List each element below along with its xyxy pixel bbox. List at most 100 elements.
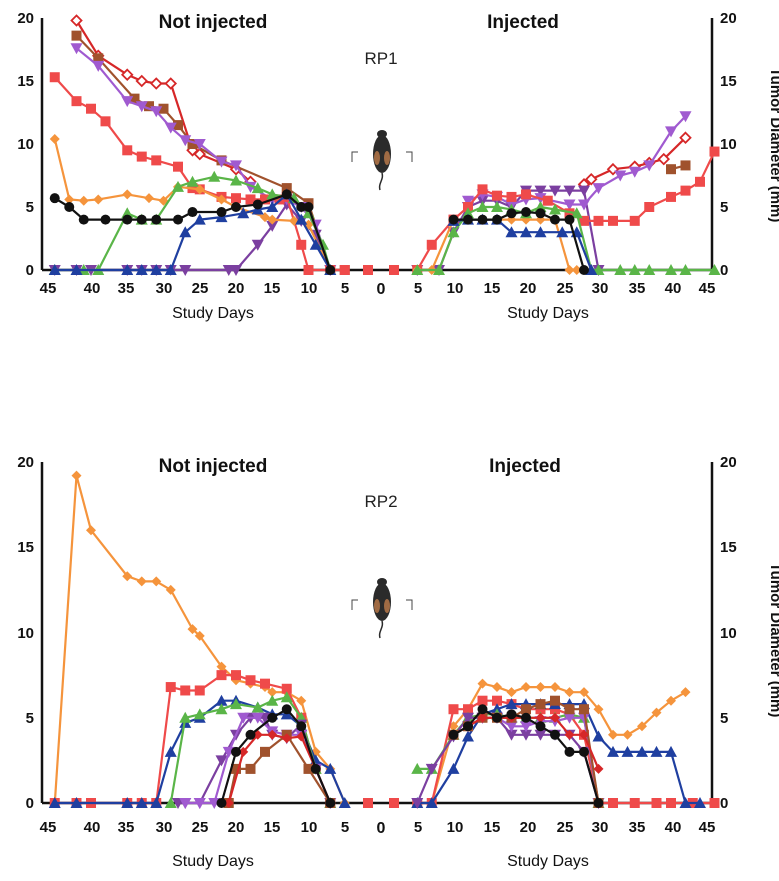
data-point	[651, 707, 662, 718]
data-point	[281, 683, 292, 694]
x-tick: 30	[156, 819, 173, 836]
data-point	[389, 265, 399, 275]
x-tick: 40	[84, 819, 101, 836]
data-point	[325, 798, 336, 808]
data-series	[448, 207, 589, 275]
injected-label: Injected	[489, 456, 561, 477]
data-point	[252, 199, 263, 210]
data-point	[216, 207, 227, 218]
data-point	[266, 201, 279, 212]
data-point	[260, 746, 270, 757]
data-point	[505, 226, 518, 238]
chart-title: RP2	[364, 492, 397, 511]
data-series	[216, 704, 336, 808]
data-point	[49, 72, 60, 83]
data-point	[296, 239, 307, 250]
data-point	[231, 746, 241, 757]
y-tick-right: 0	[720, 262, 728, 279]
y-tick-right: 10	[720, 625, 737, 642]
data-point	[462, 730, 474, 742]
data-point	[164, 77, 178, 90]
data-point	[520, 729, 532, 741]
data-point	[48, 797, 61, 808]
data-point	[447, 226, 460, 238]
x-tick: 40	[84, 280, 101, 297]
data-point	[260, 678, 270, 689]
data-point	[411, 264, 424, 275]
y-tick-right: 5	[720, 710, 728, 727]
data-point	[215, 755, 228, 767]
data-point	[215, 156, 228, 168]
data-point	[216, 798, 227, 808]
y-tick-right: 10	[720, 136, 737, 153]
data-point	[608, 215, 618, 226]
x-tick: 25	[192, 819, 209, 836]
data-point	[64, 194, 75, 205]
data-point	[136, 576, 147, 587]
data-point	[296, 721, 307, 732]
y-tick-right: 5	[720, 199, 728, 216]
series-line	[453, 210, 586, 271]
y-tick-left: 15	[17, 539, 34, 556]
data-point	[608, 798, 618, 808]
series-line	[417, 218, 577, 272]
data-point	[237, 207, 250, 219]
data-point	[281, 189, 292, 200]
data-point	[579, 704, 589, 715]
data-point	[92, 60, 105, 72]
data-point	[629, 215, 640, 226]
data-point	[629, 798, 640, 808]
chart-title: RP1	[364, 49, 397, 68]
data-point	[571, 265, 582, 275]
chart-rp2: 0 5 10 15 20 0 5 10 15 20 45 40 35 30 25…	[17, 454, 779, 870]
x-tick: 10	[301, 280, 318, 297]
data-point	[78, 214, 89, 225]
data-point	[593, 215, 604, 226]
data-point	[579, 687, 589, 698]
data-point	[462, 195, 474, 207]
y-tick-right: 15	[720, 539, 737, 556]
x-tick: 15	[264, 819, 281, 836]
x-tick: 35	[629, 280, 646, 297]
data-point	[608, 729, 618, 740]
data-point	[71, 30, 82, 41]
data-point	[363, 265, 373, 275]
data-point	[425, 763, 438, 775]
data-point	[636, 745, 648, 757]
data-point	[135, 74, 149, 88]
data-point	[194, 184, 205, 195]
data-point	[179, 226, 192, 238]
series-line	[53, 138, 332, 271]
data-point	[215, 703, 228, 715]
data-point	[550, 695, 560, 706]
data-point	[534, 185, 547, 197]
data-point	[694, 797, 706, 808]
data-point	[267, 712, 278, 723]
data-series	[666, 160, 691, 175]
y-tick-right: 20	[720, 454, 737, 471]
data-point	[463, 202, 473, 212]
data-point	[593, 763, 604, 774]
data-point	[260, 194, 270, 205]
data-point	[251, 182, 264, 194]
data-point	[563, 712, 576, 724]
data-point	[70, 264, 83, 275]
data-point	[121, 797, 134, 808]
data-point	[679, 131, 692, 144]
data-point	[164, 797, 177, 808]
not-injected-label: Not injected	[159, 456, 268, 477]
data-point	[477, 704, 488, 715]
data-point	[231, 670, 241, 681]
data-point	[165, 584, 176, 595]
data-point	[644, 202, 655, 212]
data-point	[216, 670, 227, 681]
data-point	[281, 733, 292, 744]
x-tick: 20	[520, 280, 537, 297]
data-point	[122, 189, 133, 200]
data-point	[505, 729, 518, 741]
data-point	[447, 762, 460, 774]
data-point	[651, 798, 662, 808]
x-tick: 15	[484, 280, 501, 297]
series-line	[54, 193, 332, 271]
